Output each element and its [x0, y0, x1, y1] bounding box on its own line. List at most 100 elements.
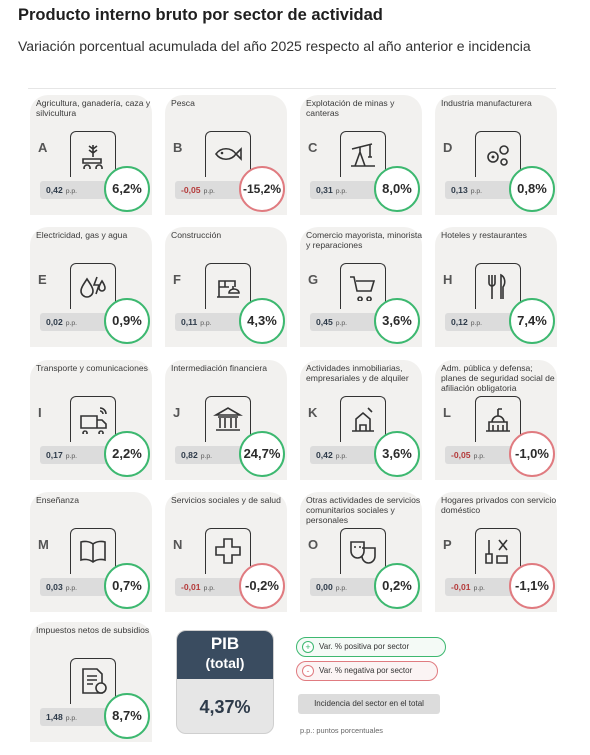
sector-incidence: -0,01 p.p.	[175, 578, 245, 596]
sector-name: Industria manufacturera	[441, 98, 532, 108]
sector-card: Comercio mayorista, minorista y reparaci…	[300, 227, 422, 347]
pib-sublabel: (total)	[205, 655, 245, 671]
sector-variation: 2,2%	[104, 431, 150, 477]
capitol-icon	[475, 396, 521, 442]
pib-label: PIB	[210, 634, 240, 653]
sector-variation: 24,7%	[239, 431, 285, 477]
gears-icon	[475, 131, 521, 177]
cart-icon	[340, 263, 386, 309]
sector-incidence: 0,12 p.p.	[445, 313, 515, 331]
sector-variation: 3,6%	[374, 431, 420, 477]
tractor-icon	[70, 131, 116, 177]
incidence-unit: p.p.	[473, 453, 485, 460]
incidence-unit: p.p.	[335, 320, 348, 327]
incidence-value: 0,17	[46, 450, 63, 460]
sector-card: Impuestos netos de subsidios 1,48 p.p. 8,7%	[30, 622, 152, 742]
oil-pump-icon	[340, 131, 386, 177]
sector-letter: G	[308, 272, 319, 287]
sector-variation: 3,6%	[374, 298, 420, 344]
sector-letter: O	[308, 537, 319, 552]
incidence-value: 0,02	[46, 317, 63, 327]
cleaning-tools-icon	[475, 528, 521, 574]
sector-card: Servicios sociales y de salud N -0,01 p.p. -…	[165, 492, 287, 612]
sector-card: Adm. pública y defensa; planes de seguri…	[435, 360, 557, 480]
utilities-icon	[70, 263, 116, 309]
sector-card: Agricultura, ganadería, caza y silvicult…	[30, 95, 152, 215]
incidence-unit: p.p.	[65, 453, 78, 460]
sector-letter: N	[173, 537, 183, 552]
construction-icon	[205, 263, 251, 309]
sector-letter: A	[38, 140, 48, 155]
incidence-unit: p.p.	[65, 585, 78, 592]
incidence-unit: p.p.	[335, 585, 348, 592]
incidence-unit: p.p.	[335, 453, 348, 460]
sector-card: Intermediación financiera J 0,82 p.p. 24,7%	[165, 360, 287, 480]
sector-letter: J	[173, 405, 181, 420]
sector-name: Hoteles y restaurantes	[441, 230, 527, 240]
sector-name: Agricultura, ganadería, caza y silvicult…	[36, 98, 151, 118]
sector-variation: -0,2%	[239, 563, 285, 609]
sector-name: Pesca	[171, 98, 195, 108]
sector-incidence: -0,05 p.p.	[445, 446, 515, 464]
incidence-unit: p.p.	[200, 320, 212, 327]
sector-name: Electricidad, gas y agua	[36, 230, 128, 240]
incidence-unit: p.p.	[65, 715, 78, 722]
sector-variation: -1,0%	[509, 431, 555, 477]
pib-total-box: PIB (total) 4,37%	[176, 630, 274, 734]
sector-variation: 0,8%	[509, 166, 555, 212]
incidence-unit: p.p.	[200, 453, 213, 460]
incidence-value: 0,82	[181, 450, 198, 460]
sector-card: Hoteles y restaurantes H 0,12 p.p. 7,4%	[435, 227, 557, 347]
pib-header: PIB (total)	[177, 631, 273, 679]
bank-icon	[205, 396, 251, 442]
incidence-unit: p.p.	[473, 585, 485, 592]
sector-variation: 6,2%	[104, 166, 150, 212]
incidence-value: 0,45	[316, 317, 333, 327]
sector-variation: -15,2%	[239, 166, 285, 212]
health-cross-icon	[205, 528, 251, 574]
minus-icon: -	[302, 665, 314, 677]
sector-name: Impuestos netos de subsidios	[36, 625, 150, 635]
sector-incidence: 0,45 p.p.	[310, 313, 380, 331]
sector-variation: 0,2%	[374, 563, 420, 609]
incidence-unit: p.p.	[203, 585, 215, 592]
sector-variation: 4,3%	[239, 298, 285, 344]
tax-document-icon	[70, 658, 116, 704]
sector-card: Otras actividades de servicios comunitar…	[300, 492, 422, 612]
sector-letter: E	[38, 272, 47, 287]
incidence-value: -0,01	[181, 582, 201, 592]
incidence-unit: p.p.	[470, 320, 483, 327]
sector-incidence: 0,11 p.p.	[175, 313, 245, 331]
sector-name: Adm. pública y defensa; planes de seguri…	[441, 363, 555, 393]
sector-card: Explotación de minas y canteras C 0,31 p.p.…	[300, 95, 422, 215]
sector-incidence: -0,05 p.p.	[175, 181, 245, 199]
sector-card: Electricidad, gas y agua E 0,02 p.p. 0,9%	[30, 227, 152, 347]
incidence-unit: p.p.	[65, 320, 78, 327]
incidence-value: 0,42	[46, 185, 63, 195]
sector-name: Construcción	[171, 230, 222, 240]
fish-icon	[205, 131, 251, 177]
sector-variation: 0,7%	[104, 563, 150, 609]
real-estate-icon	[340, 396, 386, 442]
sector-variation: 0,9%	[104, 298, 150, 344]
incidence-value: -0,05	[451, 450, 471, 460]
incidence-value: 0,12	[451, 317, 468, 327]
incidence-value: 0,31	[316, 185, 333, 195]
page-subtitle: Variación porcentual acumulada del año 2…	[18, 38, 531, 54]
sector-letter: I	[38, 405, 42, 420]
incidence-unit: p.p.	[335, 188, 348, 195]
book-icon	[70, 528, 116, 574]
legend-positive-label: Var. % positiva por sector	[319, 642, 410, 651]
incidence-value: 0,11	[181, 317, 198, 327]
restaurant-icon	[475, 263, 521, 309]
sector-card: Hogares privados con servicio doméstico P…	[435, 492, 557, 612]
sector-name: Otras actividades de servicios comunitar…	[306, 495, 421, 525]
legend-negative-label: Var. % negativa por sector	[319, 666, 413, 675]
sector-name: Comercio mayorista, minorista y reparaci…	[306, 230, 423, 250]
incidence-value: 0,00	[316, 582, 333, 592]
sector-letter: D	[443, 140, 453, 155]
sector-card: Industria manufacturera D 0,13 p.p. 0,8%	[435, 95, 557, 215]
sector-letter: M	[38, 537, 49, 552]
sector-variation: -1,1%	[509, 563, 555, 609]
